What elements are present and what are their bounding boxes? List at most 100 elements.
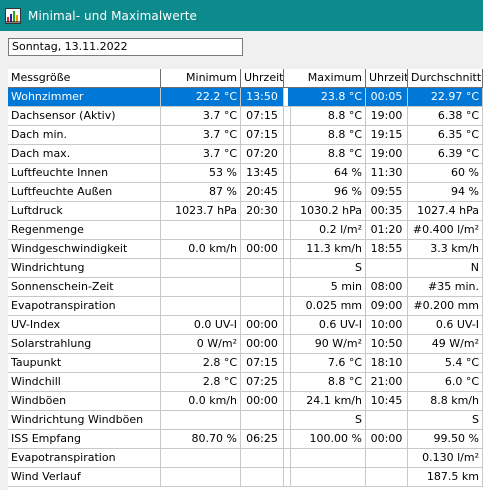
- cell-minimum: [161, 449, 241, 468]
- cell-min-time: 00:00: [241, 392, 284, 411]
- cell-minimum: [161, 259, 241, 278]
- column-gap: [284, 259, 291, 278]
- cell-measurement: Windgeschwindigkeit: [8, 240, 161, 259]
- cell-minimum: [161, 221, 241, 240]
- cell-min-time: 07:15: [241, 107, 284, 126]
- cell-measurement: Luftfeuchte Innen: [8, 164, 161, 183]
- table-row[interactable]: Wohnzimmer 22.2 °C 13:50 23.8 °C 00:05 22.97 …: [8, 88, 483, 107]
- cell-measurement: Evapotranspiration: [8, 297, 161, 316]
- table-row[interactable]: Dachsensor (Aktiv) 3.7 °C 07:15 8.8 °C 19:00…: [8, 107, 483, 126]
- cell-average: 94 %: [408, 183, 483, 202]
- cell-maximum: 0.2 l/m²: [288, 221, 366, 240]
- cell-max-time: [366, 449, 408, 468]
- cell-maximum: 100.00 %: [288, 430, 366, 449]
- cell-minimum: 87 %: [161, 183, 241, 202]
- window-title: Minimal- und Maximalwerte: [28, 8, 198, 23]
- cell-min-time: 00:00: [241, 240, 284, 259]
- cell-max-time: 19:00: [366, 145, 408, 164]
- cell-maximum: 8.8 °C: [288, 373, 366, 392]
- cell-minimum: 80.70 %: [161, 430, 241, 449]
- header-name[interactable]: Messgröße: [8, 69, 161, 88]
- cell-measurement: Dachsensor (Aktiv): [8, 107, 161, 126]
- cell-max-time: 18:10: [366, 354, 408, 373]
- column-gap: [284, 335, 291, 354]
- table-row[interactable]: Luftfeuchte Innen 53 % 13:45 64 % 11:30 60 %: [8, 164, 483, 183]
- cell-maximum: 64 %: [288, 164, 366, 183]
- cell-max-time: 10:00: [366, 316, 408, 335]
- table-row[interactable]: Solarstrahlung 0 W/m² 00:00 90 W/m² 10:50 49 …: [8, 335, 483, 354]
- cell-maximum: 8.8 °C: [288, 107, 366, 126]
- table-row[interactable]: Windböen 0.0 km/h 00:00 24.1 km/h 10:45 8.8 k…: [8, 392, 483, 411]
- table-row[interactable]: Sonnenschein-Zeit 5 min 08:00 #35 min.: [8, 278, 483, 297]
- table-row[interactable]: Dach min. 3.7 °C 07:15 8.8 °C 19:15 6.35 °C: [8, 126, 483, 145]
- cell-max-time: 19:15: [366, 126, 408, 145]
- cell-max-time: 01:20: [366, 221, 408, 240]
- table-row[interactable]: ISS Empfang 80.70 % 06:25 100.00 % 00:00 99.5…: [8, 430, 483, 449]
- cell-maximum: 8.8 °C: [288, 126, 366, 145]
- cell-min-time: 20:30: [241, 202, 284, 221]
- column-gap: [284, 107, 291, 126]
- cell-maximum: S: [288, 411, 366, 430]
- column-gap: [284, 278, 291, 297]
- header-average[interactable]: Durchschnitt: [408, 69, 483, 88]
- cell-minimum: 2.8 °C: [161, 373, 241, 392]
- date-field[interactable]: Sonntag, 13.11.2022: [8, 38, 243, 56]
- cell-max-time: 11:30: [366, 164, 408, 183]
- table-row[interactable]: UV-Index 0.0 UV-I 00:00 0.6 UV-I 10:00 0.6 UV…: [8, 316, 483, 335]
- cell-measurement: ISS Empfang: [8, 430, 161, 449]
- cell-maximum: 24.1 km/h: [288, 392, 366, 411]
- cell-maximum: 96 %: [288, 183, 366, 202]
- column-gap: [284, 69, 290, 88]
- values-table[interactable]: Messgröße Minimum Uhrzeit Maximum Uhrzeit Dur…: [8, 69, 483, 490]
- column-gap: [284, 468, 291, 487]
- cell-minimum: [161, 278, 241, 297]
- column-gap: [284, 183, 291, 202]
- column-gap: [284, 316, 291, 335]
- table-row[interactable]: Windgeschwindigkeit 0.0 km/h 00:00 11.3 km/…: [8, 240, 483, 259]
- cell-measurement: UV-Index: [8, 316, 161, 335]
- table-row[interactable]: Windchill 2.8 °C 07:25 8.8 °C 21:00 6.0 °C: [8, 373, 483, 392]
- column-gap: [284, 126, 291, 145]
- cell-maximum: [288, 449, 366, 468]
- cell-min-time: [241, 259, 284, 278]
- cell-min-time: 07:20: [241, 145, 284, 164]
- cell-max-time: 09:00: [366, 297, 408, 316]
- cell-average: 3.3 km/h: [408, 240, 483, 259]
- cell-max-time: [366, 468, 408, 487]
- header-max-time[interactable]: Uhrzeit: [366, 69, 408, 88]
- cell-average: 1027.4 hPa: [408, 202, 483, 221]
- cell-average: 22.97 °C: [408, 88, 483, 107]
- cell-average: 99.50 %: [408, 430, 483, 449]
- table-row[interactable]: Wind Verlauf 187.5 km: [8, 468, 483, 487]
- table-row[interactable]: Evapotranspiration 0.025 mm 09:00 #0.200 mm: [8, 297, 483, 316]
- cell-min-time: [241, 297, 284, 316]
- table-row[interactable]: Luftdruck 1023.7 hPa 20:30 1030.2 hPa 00:35 1…: [8, 202, 483, 221]
- table-row[interactable]: Evapotranspiration 0.130 l/m²: [8, 449, 483, 468]
- cell-min-time: 13:45: [241, 164, 284, 183]
- cell-measurement: Luftdruck: [8, 202, 161, 221]
- header-maximum[interactable]: Maximum: [288, 69, 366, 88]
- cell-minimum: 0.0 UV-I: [161, 316, 241, 335]
- table-row[interactable]: Dach max. 3.7 °C 07:20 8.8 °C 19:00 6.39 °C: [8, 145, 483, 164]
- cell-measurement: Windrichtung Windböen: [8, 411, 161, 430]
- cell-measurement: Sonnenschein-Zeit: [8, 278, 161, 297]
- table-row[interactable]: Windrichtung Windböen S S: [8, 411, 483, 430]
- cell-average: 5.4 °C: [408, 354, 483, 373]
- cell-maximum: S: [288, 259, 366, 278]
- table-row[interactable]: Windrichtung S N: [8, 259, 483, 278]
- table-row[interactable]: Regenmenge 0.2 l/m² 01:20 #0.400 l/m²: [8, 221, 483, 240]
- column-gap: [284, 240, 291, 259]
- column-gap: [284, 202, 291, 221]
- cell-min-time: 07:25: [241, 373, 284, 392]
- cell-average: 6.0 °C: [408, 373, 483, 392]
- header-min-time[interactable]: Uhrzeit: [241, 69, 284, 88]
- column-gap: [284, 221, 291, 240]
- title-bar[interactable]: Minimal- und Maximalwerte: [0, 0, 483, 31]
- table-row[interactable]: Luftfeuchte Außen 87 % 20:45 96 % 09:55 94 %: [8, 183, 483, 202]
- cell-measurement: Windböen: [8, 392, 161, 411]
- table-row[interactable]: Taupunkt 2.8 °C 07:15 7.6 °C 18:10 5.4 °C: [8, 354, 483, 373]
- cell-average: #35 min.: [408, 278, 483, 297]
- cell-maximum: 0.025 mm: [288, 297, 366, 316]
- cell-max-time: 00:00: [366, 430, 408, 449]
- header-minimum[interactable]: Minimum: [161, 69, 241, 88]
